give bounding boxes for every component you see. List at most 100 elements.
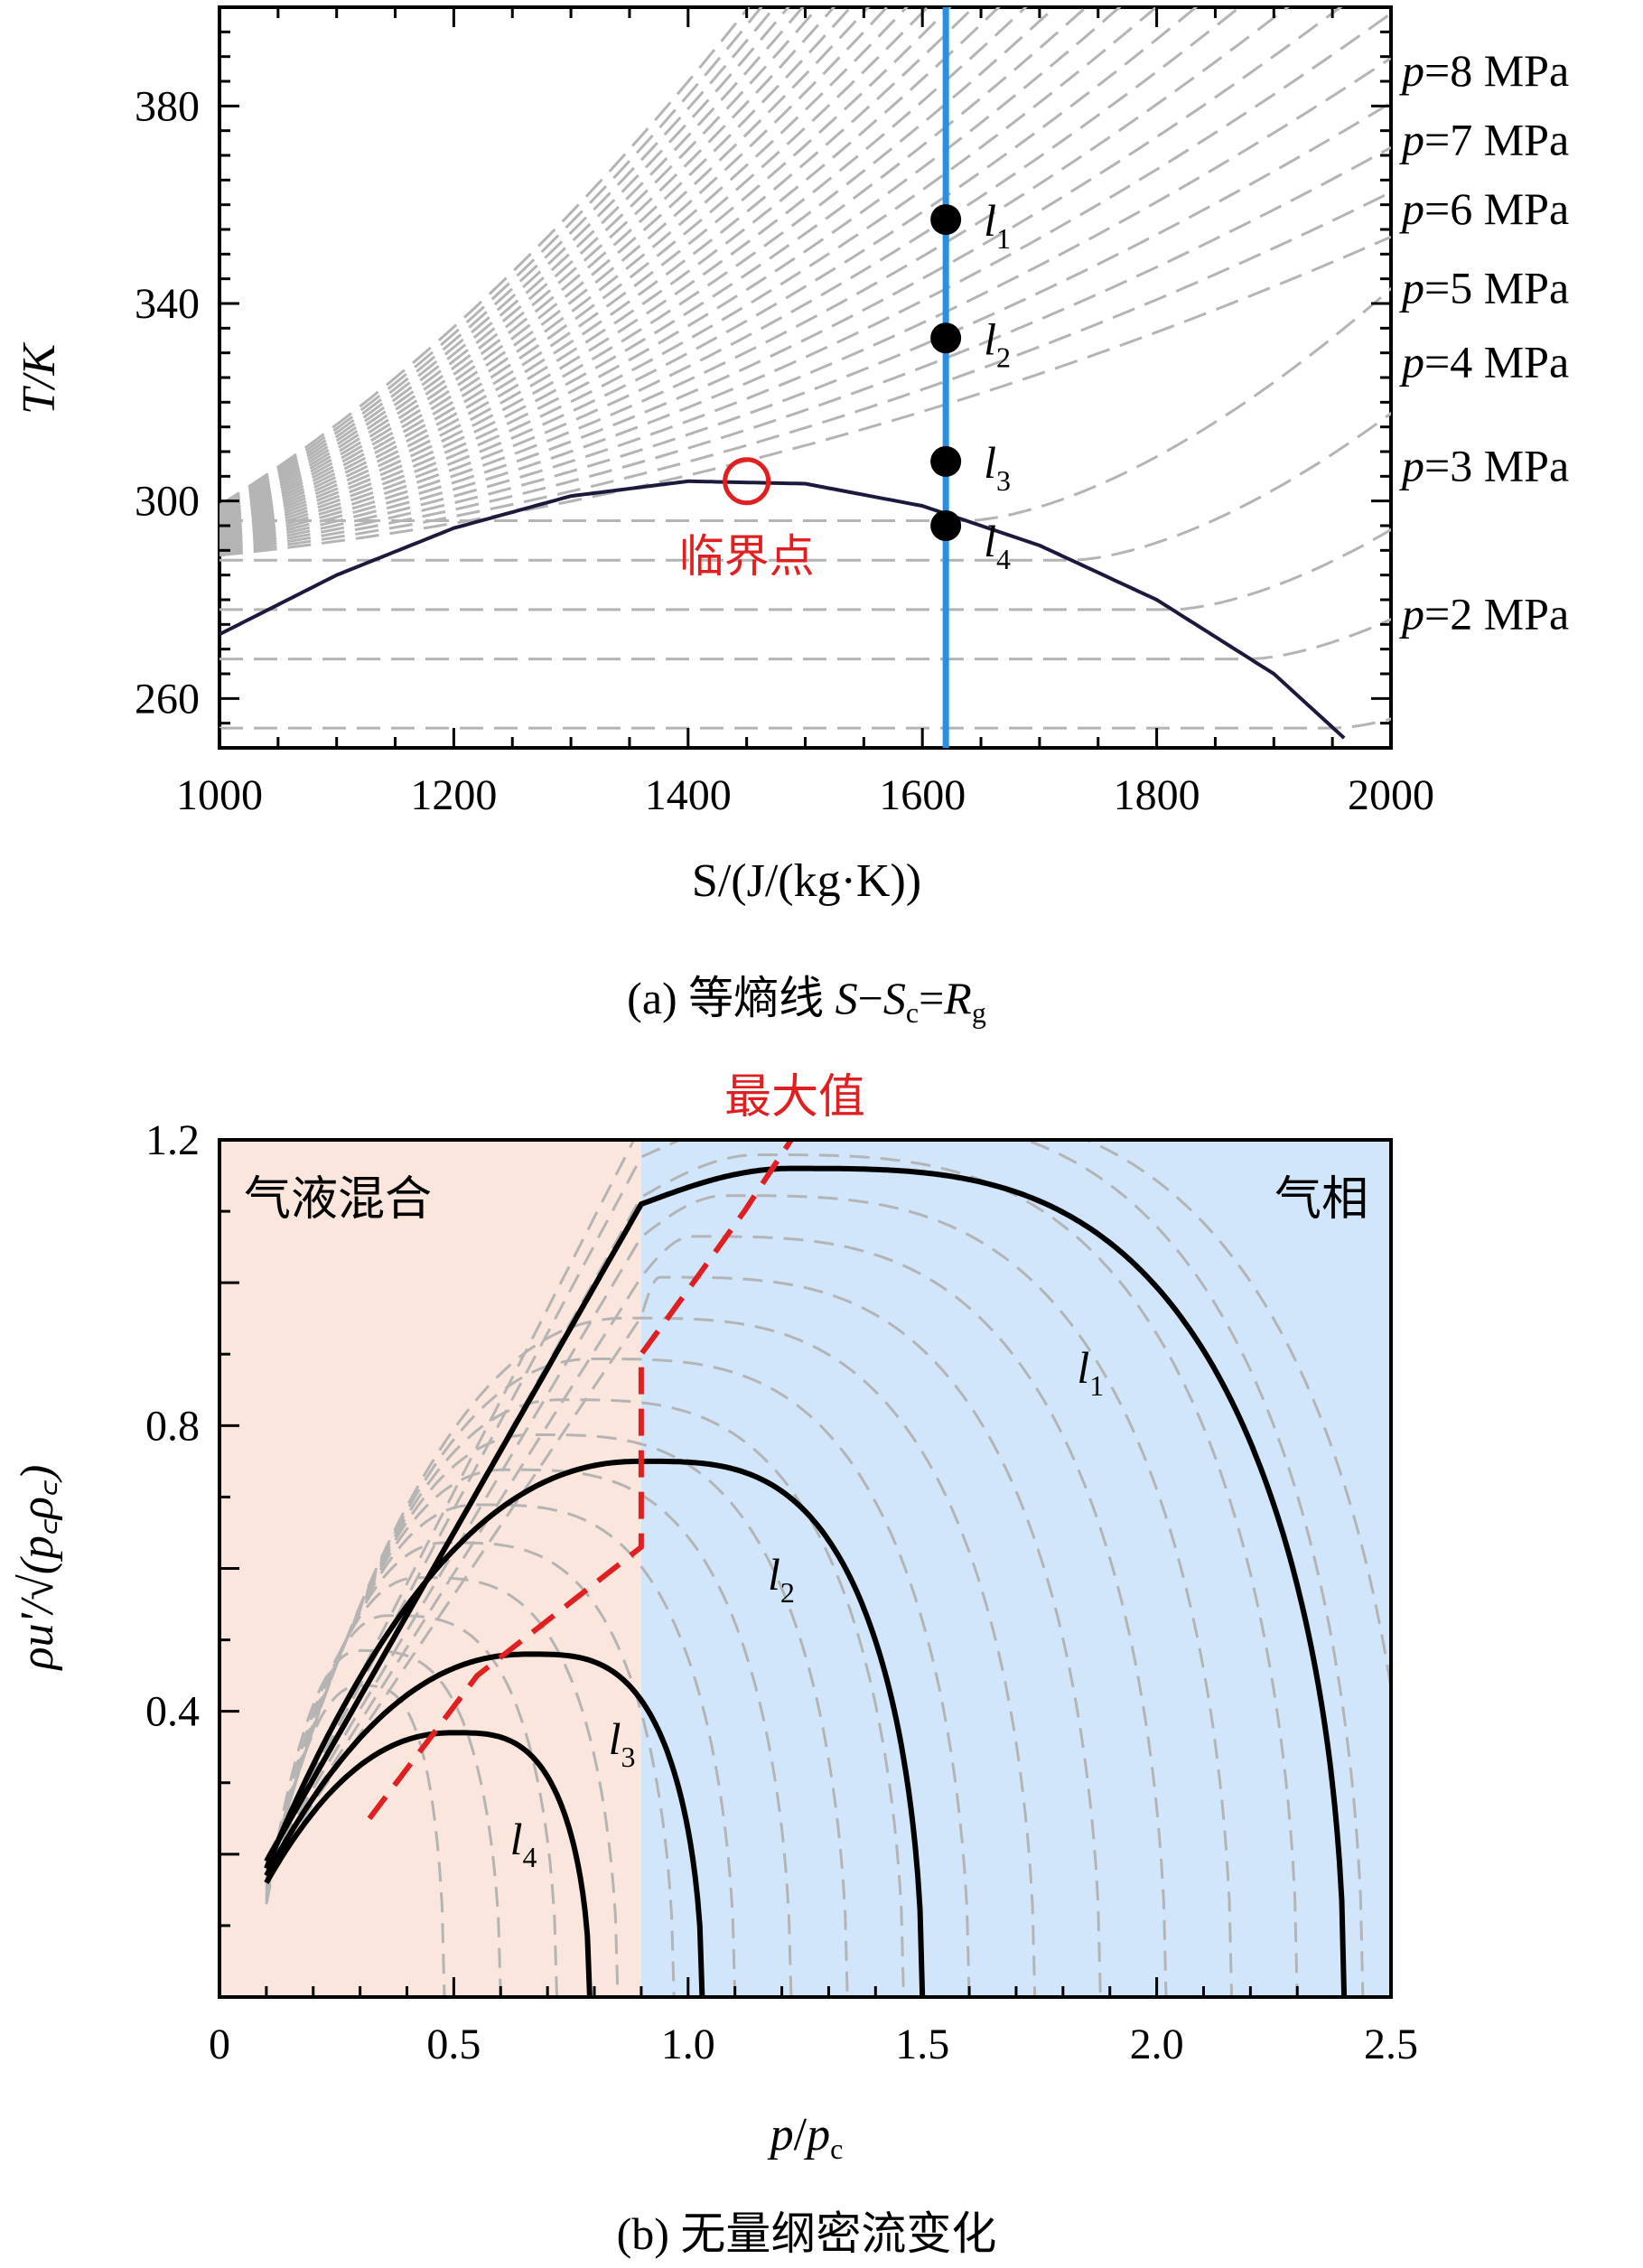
critical-point-marker	[723, 457, 771, 506]
y-tick-label: 1.2	[145, 1116, 200, 1164]
series-curve	[264, 1165, 1348, 1997]
dashed-constant-curve	[265, 1433, 849, 1997]
state-point-subscript: 3	[996, 464, 1011, 497]
isobar-curve	[219, 7, 820, 516]
state-point-marker	[930, 445, 962, 477]
pressure-label: p=7 MPa	[1399, 115, 1569, 165]
pressure-label-symbol: p	[1399, 337, 1424, 387]
state-point-marker	[930, 510, 962, 541]
series-label-letter: l	[609, 1713, 621, 1764]
y-tick-label: 0.4	[145, 1688, 200, 1736]
isobar-curve	[219, 7, 1122, 538]
panel-b-dashed-curves	[265, 1140, 1391, 1997]
isobar-curve	[219, 57, 1391, 550]
x-tick-label: 1.0	[661, 2021, 715, 2068]
isobar-curve	[219, 191, 1391, 555]
series-label: l3	[609, 1713, 636, 1773]
x-tick-label: 0.5	[426, 2021, 481, 2068]
x-tick-label: 2000	[1348, 771, 1434, 819]
isobar-curve	[219, 7, 1001, 531]
series-curve	[264, 1651, 705, 1997]
isobar-curve	[219, 7, 763, 509]
isobar-flat-line	[219, 717, 1391, 730]
x-tick-label: 2.0	[1130, 2021, 1184, 2068]
series-label: l1	[1077, 1342, 1104, 1402]
dashed-constant-curve	[265, 1153, 1299, 1997]
pressure-label-symbol: p	[1399, 263, 1424, 313]
max-value-label: 最大值	[724, 1070, 865, 1125]
pressure-label: p=3 MPa	[1399, 440, 1569, 490]
series-label-subscript: 2	[780, 1576, 795, 1609]
panel-b-regions	[219, 1140, 1391, 1997]
dashed-constant-curve	[265, 1275, 1102, 1997]
critical-point-label: 临界点	[679, 530, 815, 583]
pressure-label: p=5 MPa	[1399, 263, 1569, 313]
x-tick-label: 1400	[645, 771, 732, 819]
region-label-gas: 气相	[1274, 1172, 1368, 1227]
panel-b-max-line	[367, 1138, 794, 1821]
isobar-curve	[219, 7, 1057, 535]
xlabel-b-c: c	[830, 2133, 843, 2165]
saturation-curve	[219, 479, 1346, 740]
isobar-curve	[219, 7, 1159, 540]
isobar-curve	[219, 101, 1391, 552]
isobar-flat-line	[219, 286, 1391, 522]
state-point-label: l4	[984, 516, 1011, 575]
x-tick-label: 2.5	[1364, 2021, 1418, 2068]
isobar-curve	[219, 7, 1343, 546]
y-tick-label: 340	[135, 280, 200, 328]
dashed-constant-curve	[265, 1316, 1037, 1997]
isobar-curve	[219, 7, 836, 518]
state-point-subscript: 2	[996, 341, 1011, 373]
pressure-label-symbol: p	[1399, 115, 1424, 165]
y-tick-label: 300	[135, 478, 200, 526]
x-tick-label: 1000	[176, 771, 263, 819]
xlabel-b-slash: /	[794, 2109, 807, 2161]
isobar-curve	[219, 7, 952, 527]
x-tick-label: 1200	[410, 771, 497, 819]
x-tick-label: 1600	[879, 771, 966, 819]
series-label-subscript: 4	[523, 1841, 537, 1873]
caption-a-R: R	[943, 973, 972, 1023]
series-curve	[264, 1458, 926, 1997]
panel-b-ylabel: ρu'/√(p꜀ρ꜀)	[12, 1465, 63, 1672]
panel-b-xlabel: p/pc	[767, 2109, 844, 2165]
isobar-curve	[219, 145, 1391, 554]
dashed-constant-curve	[265, 1468, 793, 1997]
pressure-label-symbol: p	[1399, 440, 1424, 490]
isobar-curve	[219, 7, 929, 526]
panel-b-series	[264, 1165, 1348, 1997]
panel-b-ticks	[218, 1138, 1393, 1999]
panel-a-critical-point: 临界点	[679, 457, 815, 583]
isobar-curve	[219, 7, 853, 519]
caption-a-eq: =	[919, 973, 944, 1023]
series-label: l2	[768, 1549, 795, 1609]
panel-a-saturation-dome	[219, 479, 1346, 740]
state-point-marker	[930, 204, 962, 236]
pressure-label-value: =4 MPa	[1424, 337, 1569, 387]
isobar-curve	[219, 7, 1242, 543]
isobar-curve	[219, 7, 1199, 542]
state-point-subscript: 1	[996, 222, 1011, 255]
series-label: l4	[510, 1814, 537, 1873]
panel-a-ylabel: T/K	[14, 342, 65, 415]
dashed-constant-curve	[265, 1235, 1168, 1997]
state-point-subscript: 4	[996, 543, 1011, 575]
series-label-letter: l	[768, 1549, 780, 1600]
state-point-letter: l	[984, 313, 996, 364]
pressure-label: p=2 MPa	[1399, 588, 1569, 639]
caption-a-c: c	[906, 996, 919, 1029]
series-label-subscript: 1	[1089, 1369, 1104, 1402]
pressure-label: p=4 MPa	[1399, 337, 1569, 387]
series-label-letter: l	[1077, 1342, 1089, 1393]
pressure-label-value: =8 MPa	[1424, 45, 1569, 96]
pressure-label-value: =5 MPa	[1424, 263, 1569, 313]
panel-b-caption: (b) 无量纲密流变化	[617, 2208, 997, 2259]
pressure-label: p=6 MPa	[1399, 183, 1569, 234]
state-point-letter: l	[984, 195, 996, 246]
pressure-label-symbol: p	[1399, 588, 1424, 639]
pressure-label-symbol: p	[1399, 45, 1424, 96]
panel-b-tick-labels: 0 0.5 1.0 1.5 2.0 2.5 0.4 0.8 1.2	[145, 1116, 1418, 2068]
